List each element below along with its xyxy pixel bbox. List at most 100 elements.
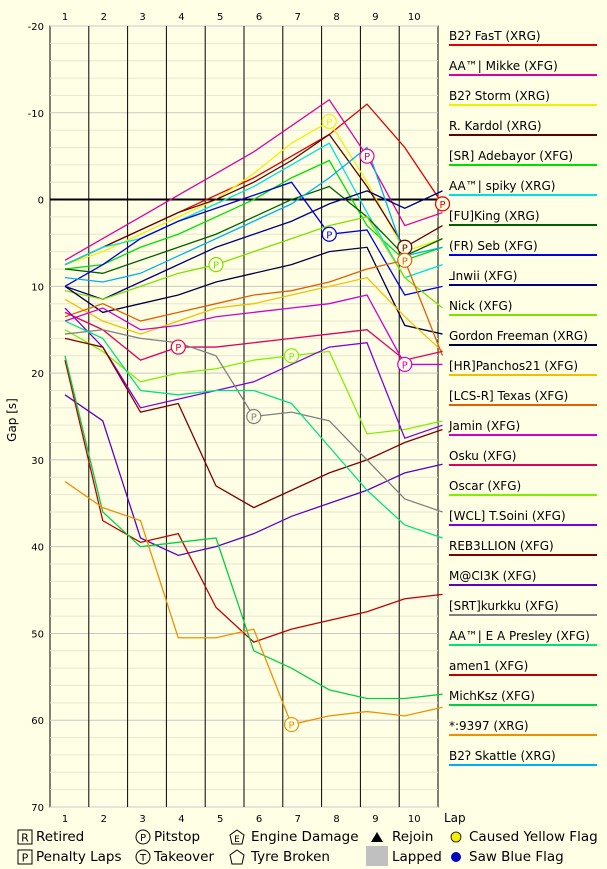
legend-entry-name: (FR) Seb (XFG) xyxy=(449,239,538,253)
x-tick-label-top: 6 xyxy=(256,12,262,23)
legend-entry-swatch xyxy=(449,524,597,526)
takeover-icon: T xyxy=(135,849,151,865)
y-axis-label: Gap [s] xyxy=(5,398,19,442)
legend-entry-swatch xyxy=(449,704,597,706)
y-tick-label: -10 xyxy=(28,109,44,120)
pitstop-icon: P xyxy=(135,829,151,845)
retired-label: Retired xyxy=(36,829,85,845)
engine-damage-label: Engine Damage xyxy=(251,829,359,845)
pitstop-marker: P xyxy=(397,356,413,373)
legend-entry-swatch xyxy=(449,194,597,196)
y-tick-label: 50 xyxy=(31,629,44,640)
series-line xyxy=(64,190,443,301)
legend-entry-swatch xyxy=(449,284,597,286)
pitstop-marker: P xyxy=(321,113,337,130)
yellow-flag-label: Caused Yellow Flag xyxy=(469,829,598,845)
series-lines xyxy=(64,98,444,726)
legend-entry-name: Osku (XFG) xyxy=(449,449,517,463)
legend-entry-name: [LCS-R] Texas (XFG) xyxy=(449,389,569,403)
y-tick-label: 20 xyxy=(31,369,44,380)
legend-entry-swatch xyxy=(449,134,597,136)
y-tick-label: 60 xyxy=(31,716,44,727)
legend-entry-swatch xyxy=(449,584,597,586)
legend-entry-name: [HR]Panchos21 (XFG) xyxy=(449,359,579,373)
legend-entry-name: [WCL] T.Soini (XFG) xyxy=(449,509,566,523)
x-tick-label-bottom: 5 xyxy=(217,814,223,825)
svg-text:P: P xyxy=(288,352,294,363)
legend-entry-swatch xyxy=(449,464,597,466)
series-line xyxy=(64,276,443,352)
x-tick-label-top: 10 xyxy=(408,12,421,23)
series-line xyxy=(64,98,443,261)
y-tick-label: 30 xyxy=(31,456,44,467)
series-line xyxy=(64,216,443,309)
svg-text:P: P xyxy=(140,833,146,844)
pitstop-marker: P xyxy=(170,339,186,355)
legend-entry-swatch xyxy=(449,434,597,436)
yellow-flag-icon xyxy=(450,831,462,843)
legend-entry-name: R. Kardol (XRG) xyxy=(449,119,542,133)
series-line xyxy=(64,320,443,539)
pitstop-marker: P xyxy=(283,716,300,733)
legend-entry-swatch xyxy=(449,734,597,736)
series-line xyxy=(64,142,443,279)
svg-text:R: R xyxy=(21,832,29,845)
legend-entry-name: Oscar (XFG) xyxy=(449,479,522,493)
series-line xyxy=(64,120,443,266)
tyre-broken-label: Tyre Broken xyxy=(251,849,330,865)
series-line xyxy=(64,259,444,356)
x-tick-label-bottom: 7 xyxy=(295,814,301,825)
legend-entry-name: AA™| spiky (XRG) xyxy=(449,179,556,193)
pitstop-marker: P xyxy=(434,196,451,212)
lapped-icon xyxy=(366,846,388,866)
x-tick-label-top: 5 xyxy=(217,12,223,23)
legend-entry-swatch xyxy=(449,644,597,646)
svg-text:P: P xyxy=(251,413,257,424)
legend-entry-swatch xyxy=(449,764,597,766)
pitstop-marker: P xyxy=(208,257,224,273)
legend-entry-name: M@CI3K (XFG) xyxy=(449,569,537,583)
legend-entry-name: Nick (XFG) xyxy=(449,299,513,313)
legend-entry-name: Jamin (XFG) xyxy=(449,419,521,433)
series-line xyxy=(64,133,443,266)
y-tick-label: 10 xyxy=(31,282,44,293)
x-tick-label-bottom: 10 xyxy=(408,814,421,825)
pitstop-marker: P xyxy=(321,226,337,242)
legend-entry-name: REB3LLION (XFG) xyxy=(449,539,554,553)
lapped-label: Lapped xyxy=(392,849,442,865)
penalty-laps-icon: P xyxy=(17,849,33,865)
x-tick-label-bottom: 2 xyxy=(101,814,107,825)
legend-entry-swatch xyxy=(449,554,597,556)
x-tick-label-top: 4 xyxy=(178,12,184,23)
svg-text:P: P xyxy=(364,152,370,163)
legend-entry-name: MichKsz (XFG) xyxy=(449,689,535,703)
legend-entry-swatch xyxy=(449,674,597,676)
series-line xyxy=(64,329,443,435)
series-line xyxy=(64,394,443,557)
svg-text:P: P xyxy=(175,343,181,354)
svg-text:T: T xyxy=(139,853,147,864)
svg-text:P: P xyxy=(402,243,408,254)
pitstop-label: Pitstop xyxy=(154,829,201,845)
legend-entry-swatch xyxy=(449,344,597,346)
takeover-label: Takeover xyxy=(154,849,215,865)
x-tick-label-top: 3 xyxy=(139,12,145,23)
legend-entry-name: ⅃nwii (XFG) xyxy=(449,269,518,283)
x-tick-label-top: 7 xyxy=(295,12,301,23)
svg-text:P: P xyxy=(22,852,29,865)
svg-text:P: P xyxy=(326,117,332,128)
pitstop-marker: P xyxy=(246,408,262,425)
legend-entry-swatch xyxy=(449,494,597,496)
y-tick-label: 70 xyxy=(31,803,44,814)
svg-text:P: P xyxy=(326,230,332,241)
legend-entry-name: B2ʔ FasT (XRG) xyxy=(449,29,541,43)
series-line xyxy=(64,337,443,509)
pitstop-marker: P xyxy=(359,148,375,164)
y-tick-label: 40 xyxy=(31,543,44,554)
pitstop-marker: P xyxy=(397,252,413,268)
legend-entry-swatch xyxy=(449,164,597,166)
svg-text:P: P xyxy=(402,360,408,371)
x-tick-label-top: 9 xyxy=(372,12,378,23)
